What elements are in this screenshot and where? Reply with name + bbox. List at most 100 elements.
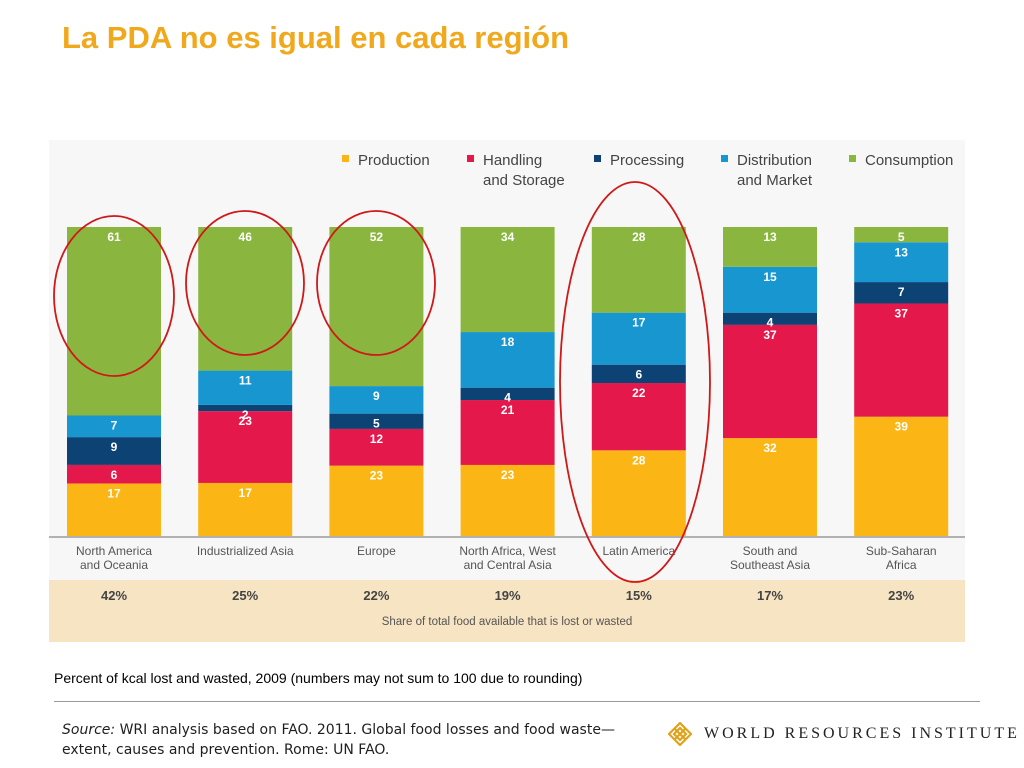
category-label-line: and Oceania [80, 558, 148, 572]
bar-distribution-and-market-latin-america [591, 312, 686, 365]
wri-logo-text: WORLD RESOURCES INSTITUTE [704, 725, 1020, 742]
bar-consumption-latin-america [591, 227, 686, 313]
legend-label-distribution-and-market: Distribution and Market [737, 152, 813, 189]
wri-lattice-icon [668, 722, 692, 746]
data-label-production-europe: 23 [370, 469, 384, 483]
data-label-production-industrialized-asia: 17 [239, 486, 253, 500]
legend-label-handling-and-storage: Handling and Storage [483, 152, 565, 189]
data-label-processing-sub-saharan-africa: 7 [898, 285, 905, 299]
share-value-4: 19% [495, 588, 521, 603]
data-label-production-sub-saharan-africa: 39 [895, 420, 909, 434]
legend-label-processing: Processing [610, 152, 684, 169]
legend: Production Handling and Storage Processing D… [342, 152, 953, 189]
data-label-processing-north-america-and-oceania: 9 [111, 440, 118, 454]
data-label-handling-and-storage-latin-america: 22 [632, 386, 646, 400]
data-label-production-south-and-southeast-asia: 32 [763, 441, 777, 455]
legend-swatch-handling-and-storage [467, 155, 474, 162]
category-label-industrialized-asia: Industrialized Asia [197, 544, 294, 558]
share-value-1: 42% [101, 588, 127, 603]
bar-production-north-africa-west-and-central-asia [460, 464, 555, 536]
source-text: WRI analysis based on FAO. 2011. Global … [62, 722, 615, 758]
data-label-handling-and-storage-europe: 12 [370, 432, 384, 446]
data-label-distribution-and-market-south-and-southeast-asia: 15 [763, 270, 777, 284]
bar-production-europe [329, 465, 424, 536]
highlight-ellipse-latin-america [559, 181, 711, 583]
legend-swatch-processing [594, 155, 601, 162]
bar-consumption-sub-saharan-africa [854, 227, 949, 243]
share-value-2: 25% [232, 588, 258, 603]
category-label-north-africa-west-and-central-asia: North Africa, West and Central Asia [459, 544, 556, 572]
bar-distribution-and-market-north-america-and-oceania [67, 415, 161, 438]
chart-caption: Percent of kcal lost and wasted, 2009 (n… [54, 670, 583, 686]
source-citation: Source: WRI analysis based on FAO. 2011.… [62, 720, 622, 760]
bar-production-latin-america [591, 450, 686, 536]
chart-panel: Production Handling and Storage Processing D… [49, 140, 965, 642]
share-row-label: Share of total food available that is lo… [382, 616, 633, 628]
category-label-line: Sub-Saharan [866, 544, 937, 558]
category-label-latin-america: Latin America [602, 544, 675, 558]
bar-processing-north-america-and-oceania [67, 437, 161, 465]
data-label-consumption-north-africa-west-and-central-asia: 34 [501, 230, 515, 244]
share-value-6: 17% [757, 588, 783, 603]
divider-line [54, 701, 980, 702]
data-label-distribution-and-market-north-africa-west-and-central-asia: 18 [501, 335, 515, 349]
data-label-production-latin-america: 28 [632, 453, 646, 467]
data-label-distribution-and-market-sub-saharan-africa: 13 [895, 245, 909, 259]
bar-processing-sub-saharan-africa [854, 282, 949, 304]
bar-handling-and-storage-north-africa-west-and-central-asia [460, 400, 555, 465]
legend-label-line: Handling [483, 152, 542, 169]
bars: 1769761172321146231259522321418342822617… [67, 227, 949, 536]
legend-label-line: Distribution [737, 152, 812, 169]
legend-label-production: Production [358, 152, 430, 169]
bar-distribution-and-market-europe [329, 386, 424, 414]
bar-distribution-and-market-sub-saharan-africa [854, 242, 949, 283]
highlight-ellipse-industrialized-asia [185, 210, 305, 356]
category-label-line: Europe [357, 544, 396, 558]
data-label-handling-and-storage-north-america-and-oceania: 6 [111, 468, 118, 482]
bar-processing-latin-america [591, 364, 686, 384]
bar-processing-south-and-southeast-asia [723, 312, 817, 325]
bar-processing-europe [329, 413, 424, 429]
data-label-processing-industrialized-asia: 2 [242, 408, 249, 422]
bar-processing-north-africa-west-and-central-asia [460, 387, 555, 401]
bar-consumption-south-and-southeast-asia [723, 227, 817, 267]
source-label: Source: [62, 722, 116, 738]
data-label-production-north-africa-west-and-central-asia: 23 [501, 468, 515, 482]
highlight-ellipse-north-america [53, 215, 175, 377]
legend-swatch-consumption [849, 155, 856, 162]
bar-consumption-industrialized-asia [198, 227, 293, 371]
category-label-europe: Europe [357, 544, 396, 558]
highlight-ellipses [53, 181, 711, 583]
data-label-processing-europe: 5 [373, 417, 380, 431]
wri-logo: WORLD RESOURCES INSTITUTE [668, 722, 1020, 746]
category-label-north-america-and-oceania: North America and Oceania [76, 544, 152, 572]
stacked-bar-chart: Production Handling and Storage Processing D… [49, 152, 965, 642]
bar-production-north-america-and-oceania [67, 483, 161, 536]
data-label-processing-latin-america: 6 [635, 368, 642, 382]
data-label-processing-south-and-southeast-asia: 4 [767, 316, 774, 330]
legend-swatch-production [342, 155, 349, 162]
bar-distribution-and-market-industrialized-asia [198, 370, 293, 405]
category-label-line: Latin America [602, 544, 675, 558]
share-value-7: 23% [888, 588, 914, 603]
bar-handling-and-storage-north-america-and-oceania [67, 464, 161, 484]
bar-processing-industrialized-asia [198, 404, 293, 412]
category-label-sub-saharan-africa: Sub-Saharan Africa [866, 544, 937, 572]
data-label-consumption-sub-saharan-africa: 5 [898, 230, 905, 244]
category-label-line: North America [76, 544, 152, 558]
legend-label-line: and Storage [483, 172, 565, 189]
highlight-ellipse-europe [316, 210, 436, 356]
bar-handling-and-storage-sub-saharan-africa [854, 303, 949, 417]
category-label-line: and Central Asia [464, 558, 552, 572]
share-row-background [49, 580, 965, 642]
category-label-line: Africa [886, 558, 917, 572]
bar-distribution-and-market-south-and-southeast-asia [723, 266, 817, 313]
data-label-distribution-and-market-industrialized-asia: 11 [239, 374, 252, 388]
legend-label-consumption: Consumption [865, 152, 953, 169]
bar-handling-and-storage-latin-america [591, 383, 686, 451]
category-label-south-and-southeast-asia: South and Southeast Asia [730, 544, 810, 572]
bar-distribution-and-market-north-africa-west-and-central-asia [460, 332, 555, 388]
category-labels: North America and Oceania Industrialized A… [76, 544, 937, 572]
bar-handling-and-storage-south-and-southeast-asia [723, 324, 817, 439]
bar-production-south-and-southeast-asia [723, 438, 817, 536]
